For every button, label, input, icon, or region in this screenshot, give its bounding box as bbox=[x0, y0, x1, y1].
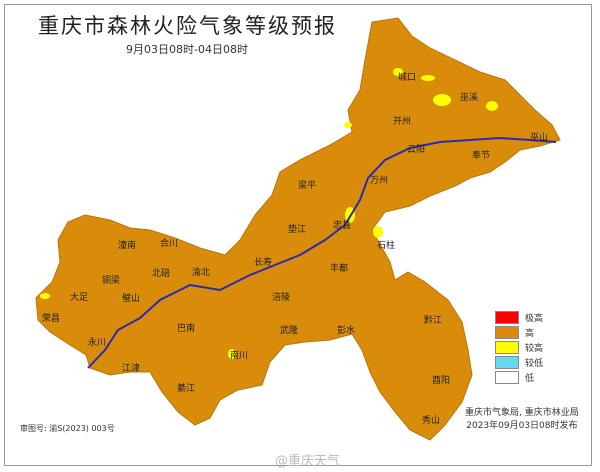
district-label: 忠县 bbox=[333, 220, 351, 231]
district-label: 长寿 bbox=[254, 256, 272, 268]
district-label: 开州 bbox=[393, 116, 411, 127]
higher-risk-patches bbox=[40, 68, 498, 359]
chongqing-region bbox=[35, 17, 561, 441]
district-label: 梁平 bbox=[298, 179, 316, 191]
legend-item: 较低 bbox=[495, 355, 543, 370]
district-label: 石柱 bbox=[377, 239, 395, 251]
legend-label: 极高 bbox=[525, 314, 544, 324]
district-label: 万州 bbox=[370, 175, 388, 186]
legend-swatch bbox=[495, 326, 519, 339]
legend-item: 低 bbox=[495, 370, 543, 385]
district-label: 渝北 bbox=[192, 266, 210, 278]
district-label: 大足 bbox=[70, 291, 88, 303]
district-label: 彭水 bbox=[337, 324, 355, 336]
legend-swatch bbox=[495, 341, 519, 354]
district-label: 永川 bbox=[88, 336, 106, 348]
district-label: 巫山 bbox=[530, 132, 548, 143]
map-subtitle: 9月03日08时-04日08时 bbox=[126, 43, 248, 56]
district-label: 云阳 bbox=[407, 144, 425, 155]
map-title: 重庆市森林火险气象等级预报 bbox=[38, 14, 337, 38]
district-label: 黔江 bbox=[424, 314, 442, 326]
district-label: 奉节 bbox=[472, 149, 490, 161]
issue-time: 2023年09月03日08时发布 bbox=[466, 421, 578, 431]
district-label: 垫江 bbox=[288, 223, 306, 235]
district-label: 潼南 bbox=[118, 239, 136, 251]
district-label: 秀山 bbox=[422, 414, 440, 426]
legend-item: 高 bbox=[495, 325, 543, 340]
district-label: 合川 bbox=[160, 237, 178, 249]
district-label: 酉阳 bbox=[432, 375, 450, 386]
issuer-agencies: 重庆市气象局, 重庆市林业局 bbox=[465, 408, 579, 418]
district-label: 巫溪 bbox=[460, 91, 478, 103]
legend-swatch bbox=[495, 371, 519, 384]
legend-label: 高 bbox=[525, 329, 535, 339]
district-label: 北碚 bbox=[152, 267, 170, 279]
map-border bbox=[4, 4, 592, 466]
yangtze-river bbox=[87, 136, 557, 369]
district-label: 巴南 bbox=[177, 322, 195, 334]
district-label: 城口 bbox=[398, 72, 416, 83]
district-label: 綦江 bbox=[177, 382, 195, 394]
legend-label: 较高 bbox=[525, 344, 544, 354]
legend-swatch bbox=[495, 311, 519, 324]
district-label: 南川 bbox=[230, 349, 248, 361]
watermark: @重庆天气 bbox=[275, 454, 341, 469]
legend-label: 低 bbox=[525, 374, 535, 384]
legend-item: 较高 bbox=[495, 340, 543, 355]
district-label: 江津 bbox=[122, 363, 140, 374]
legend-label: 较低 bbox=[525, 359, 544, 369]
legend-item: 极高 bbox=[495, 310, 543, 325]
district-label: 丰都 bbox=[330, 262, 348, 274]
district-label: 武隆 bbox=[280, 324, 298, 336]
map-approval-number: 审图号: 渝S(2023) 003号 bbox=[20, 424, 115, 433]
district-label: 荣昌 bbox=[42, 312, 60, 324]
district-label: 铜梁 bbox=[102, 274, 120, 286]
issuer-info: 重庆市气象局, 重庆市林业局 2023年09月03日08时发布 bbox=[465, 407, 579, 433]
legend-swatch bbox=[495, 356, 519, 369]
district-label: 璧山 bbox=[122, 292, 140, 304]
district-label: 涪陵 bbox=[272, 291, 290, 303]
legend: 极高高较高 较低低 bbox=[495, 310, 543, 385]
